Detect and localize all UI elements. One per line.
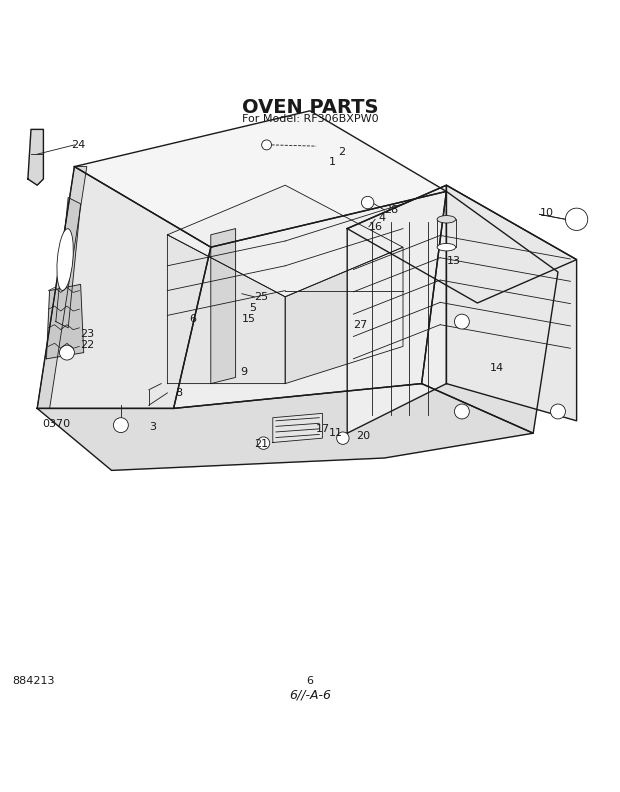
- Ellipse shape: [437, 243, 456, 251]
- Text: 28: 28: [384, 205, 399, 215]
- Polygon shape: [211, 229, 236, 383]
- Text: 22: 22: [81, 340, 95, 349]
- Text: 6: 6: [189, 314, 196, 324]
- Polygon shape: [446, 185, 577, 421]
- Text: 0370: 0370: [42, 419, 70, 429]
- Circle shape: [257, 437, 270, 449]
- Text: 21: 21: [254, 440, 268, 449]
- Circle shape: [454, 404, 469, 419]
- Text: 6//-A-6: 6//-A-6: [289, 688, 331, 702]
- Text: 15: 15: [242, 314, 256, 323]
- Polygon shape: [37, 383, 533, 470]
- Text: 5: 5: [249, 303, 256, 313]
- Circle shape: [60, 345, 74, 360]
- Circle shape: [361, 196, 374, 209]
- Polygon shape: [347, 185, 446, 433]
- Polygon shape: [37, 166, 87, 409]
- Text: 16: 16: [369, 222, 383, 232]
- Circle shape: [565, 208, 588, 230]
- Circle shape: [113, 417, 128, 432]
- Ellipse shape: [57, 229, 73, 291]
- Ellipse shape: [437, 215, 456, 223]
- Polygon shape: [285, 247, 403, 383]
- Polygon shape: [174, 192, 446, 409]
- Circle shape: [262, 140, 272, 150]
- Circle shape: [454, 314, 469, 329]
- Text: 6: 6: [306, 676, 314, 686]
- Polygon shape: [37, 166, 211, 409]
- Text: 3: 3: [149, 422, 156, 432]
- Text: 13: 13: [446, 256, 461, 266]
- Polygon shape: [56, 197, 81, 328]
- Text: 14: 14: [490, 363, 504, 373]
- Text: 8: 8: [175, 388, 182, 398]
- Text: 2: 2: [338, 147, 345, 158]
- Text: 9: 9: [241, 367, 247, 378]
- Text: 17: 17: [316, 425, 330, 435]
- Circle shape: [551, 404, 565, 419]
- Polygon shape: [167, 185, 403, 297]
- Text: 20: 20: [356, 432, 371, 441]
- Polygon shape: [46, 284, 84, 359]
- Text: 24: 24: [71, 140, 86, 150]
- Text: 11: 11: [329, 428, 343, 438]
- Polygon shape: [422, 192, 558, 433]
- Polygon shape: [74, 111, 446, 247]
- Polygon shape: [167, 234, 285, 383]
- Polygon shape: [28, 129, 43, 185]
- Text: For Model: RF306BXPW0: For Model: RF306BXPW0: [242, 114, 378, 124]
- Text: 1: 1: [329, 157, 335, 166]
- Text: 10: 10: [539, 208, 554, 218]
- Text: 25: 25: [254, 291, 268, 302]
- Text: 27: 27: [353, 320, 368, 330]
- Circle shape: [337, 432, 349, 444]
- Text: 884213: 884213: [12, 676, 55, 686]
- Text: 4: 4: [378, 213, 385, 223]
- Text: 23: 23: [81, 329, 95, 339]
- Text: OVEN PARTS: OVEN PARTS: [242, 98, 378, 117]
- Polygon shape: [347, 185, 577, 303]
- Polygon shape: [273, 413, 322, 443]
